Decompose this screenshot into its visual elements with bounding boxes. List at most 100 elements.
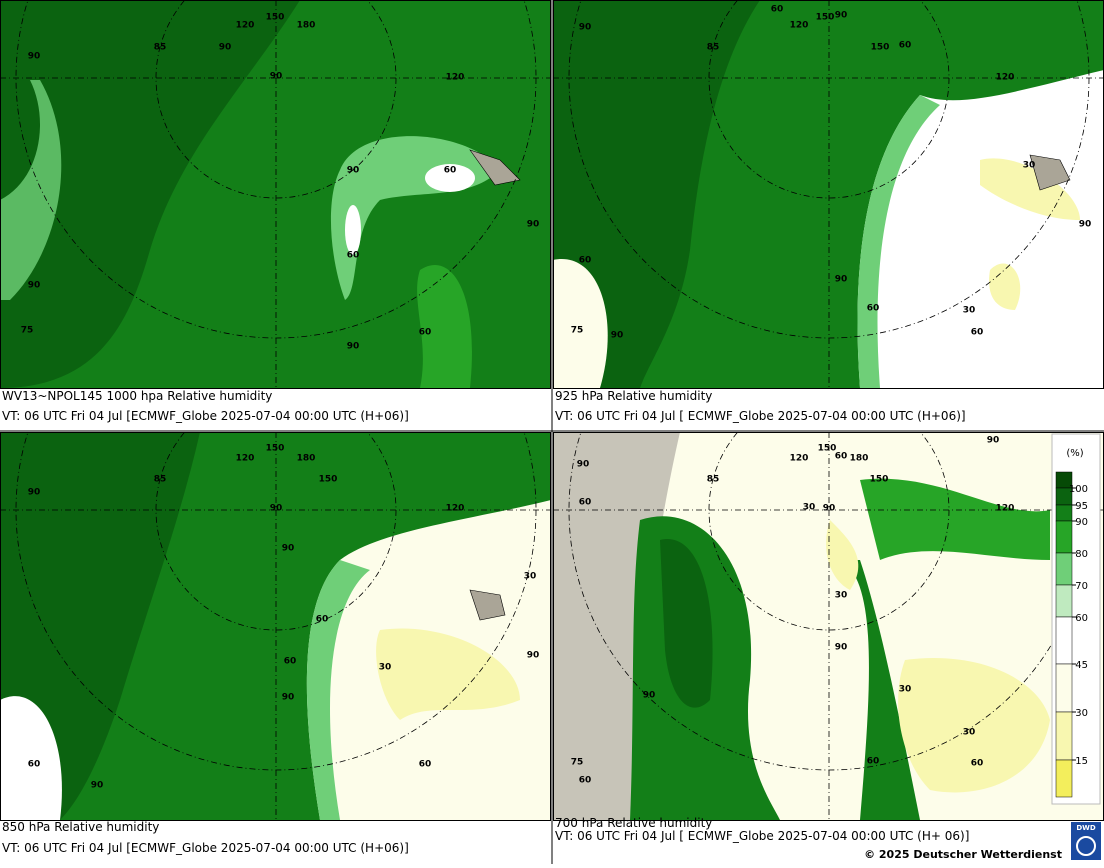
legend-tick-label: 95	[1075, 501, 1088, 512]
logo	[1071, 822, 1101, 860]
contour-label: 60	[284, 657, 297, 667]
contour-label: 90	[347, 342, 360, 352]
contour-label: 85	[154, 475, 167, 485]
legend-tick-label: 70	[1075, 581, 1088, 592]
legend-swatch	[1055, 504, 1073, 522]
contour-label: 90	[282, 693, 295, 703]
contour-label: 90	[28, 52, 41, 62]
contour-label: 120	[996, 504, 1015, 514]
logo-mark	[1076, 836, 1096, 856]
contour-label: 60	[28, 760, 41, 770]
contour-label: 30	[963, 728, 976, 738]
contour-label: 90	[577, 460, 590, 470]
contour-label: 30	[963, 306, 976, 316]
contour-label: 60	[579, 256, 592, 266]
contour-label: 85	[707, 475, 720, 485]
contour-label: 120	[996, 73, 1015, 83]
contour-label: 60	[867, 304, 880, 314]
legend-swatch	[1055, 584, 1073, 618]
contour-label: 60	[347, 251, 360, 261]
contour-label: 90	[282, 544, 295, 554]
contour-label: 90	[1079, 220, 1092, 230]
contour-label: 75	[571, 326, 584, 336]
panel-caption: WV13~NPOL145 1000 hpa Relative humidity	[2, 389, 272, 403]
contour-label: 85	[154, 43, 167, 53]
contour-label: 150	[319, 475, 338, 485]
logo-text: DWD	[1076, 824, 1096, 832]
contour-label: 60	[579, 498, 592, 508]
contour-label: 120	[790, 21, 809, 31]
contour-label: 90	[987, 436, 1000, 446]
contour-label: 85	[707, 43, 720, 53]
legend-tick-label: 30	[1075, 708, 1088, 719]
contour-label: 90	[28, 488, 41, 498]
legend-tick-label: 100	[1069, 484, 1088, 495]
contour-label: 90	[835, 275, 848, 285]
contour-label: 60	[971, 759, 984, 769]
contour-label: 90	[835, 643, 848, 653]
contour-label: 90	[28, 281, 41, 291]
copyright: © 2025 Deutscher Wetterdienst	[864, 848, 1062, 861]
contour-label: 120	[790, 454, 809, 464]
contour-label: 30	[524, 572, 537, 582]
legend-swatch	[1055, 759, 1073, 798]
contour-label: 60	[579, 776, 592, 786]
contour-label: 75	[21, 326, 34, 336]
legend-swatch	[1055, 552, 1073, 586]
panel-caption: 850 hPa Relative humidity	[2, 820, 159, 834]
legend-tick-label: 45	[1075, 660, 1088, 671]
contour-label: 120	[446, 73, 465, 83]
contour-label: 60	[316, 615, 329, 625]
contour-label: 30	[803, 503, 816, 513]
contour-label: 90	[823, 504, 836, 514]
contour-label: 180	[297, 21, 316, 31]
map-panel-3	[0, 432, 551, 820]
legend-swatch	[1055, 616, 1073, 665]
contour-label: 90	[219, 43, 232, 53]
panel-caption: 925 hPa Relative humidity	[555, 389, 712, 403]
panel-caption: VT: 06 UTC Fri 04 Jul [ ECMWF_Globe 2025…	[555, 409, 966, 423]
panel-caption: VT: 06 UTC Fri 04 Jul [ECMWF_Globe 2025-…	[2, 841, 409, 855]
contour-label: 150	[818, 444, 837, 454]
legend-unit: (%)	[1066, 448, 1083, 459]
contour-label: 90	[270, 504, 283, 514]
contour-label: 150	[266, 444, 285, 454]
panel-caption: VT: 06 UTC Fri 04 Jul [ECMWF_Globe 2025-…	[2, 409, 409, 423]
contour-label: 30	[379, 663, 392, 673]
contour-label: 60	[971, 328, 984, 338]
contour-label: 90	[527, 651, 540, 661]
panel-caption: VT: 06 UTC Fri 04 Jul [ ECMWF_Globe 2025…	[555, 829, 969, 843]
contour-label: 60	[899, 41, 912, 51]
legend-tick-label: 15	[1075, 756, 1088, 767]
contour-label: 60	[867, 757, 880, 767]
map-panel-4	[553, 432, 1104, 820]
legend-swatch	[1055, 711, 1073, 761]
map-panel-1	[0, 0, 551, 388]
contour-label: 90	[611, 331, 624, 341]
contour-label: 150	[266, 13, 285, 23]
legend-tick-label: 60	[1075, 613, 1088, 624]
contour-label: 60	[444, 166, 457, 176]
contour-label: 90	[91, 781, 104, 791]
contour-label: 180	[297, 454, 316, 464]
contour-label: 60	[419, 328, 432, 338]
contour-label: 150	[870, 475, 889, 485]
legend-tick-label: 90	[1075, 517, 1088, 528]
contour-label: 60	[771, 5, 784, 15]
legend-swatch	[1055, 520, 1073, 554]
contour-label: 120	[446, 504, 465, 514]
contour-label: 180	[850, 454, 869, 464]
contour-label: 30	[835, 591, 848, 601]
contour-label: 90	[527, 220, 540, 230]
contour-label: 120	[236, 21, 255, 31]
contour-label: 90	[579, 23, 592, 33]
contour-label: 60	[835, 452, 848, 462]
contour-label: 90	[347, 166, 360, 176]
contour-label: 90	[643, 691, 656, 701]
map-panel-2	[553, 0, 1104, 388]
contour-label: 30	[1023, 161, 1036, 171]
contour-label: 60	[419, 760, 432, 770]
contour-label: 90	[835, 11, 848, 21]
contour-label: 150	[871, 43, 890, 53]
